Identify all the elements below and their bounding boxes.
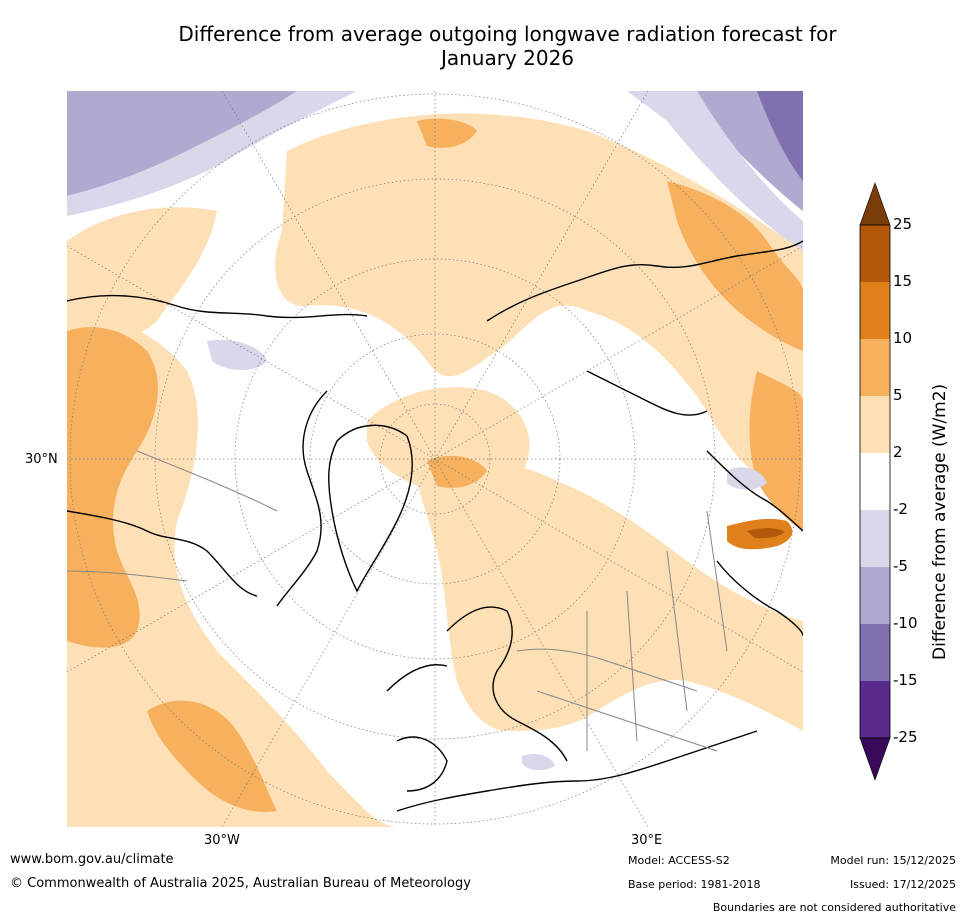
lat-label-30n: 30°N [25,452,58,467]
colorbar-band-neutral [860,453,890,510]
colorbar-canvas [859,182,891,781]
colorbar-label: Difference from average (W/m2) [930,383,950,660]
country-boundaries [67,450,728,752]
coastline-siberia [486,240,803,416]
negative-region-top-right-light [627,91,803,251]
moderate-positive-east-asia [749,371,803,531]
lon-label-30e: 30°E [631,833,663,848]
map-title: Difference from average outgoing longwav… [60,22,955,70]
colorbar-tick-m5: -5 [893,557,908,575]
coastline-europe [386,606,568,792]
colorbar-tick-2: 2 [893,443,903,461]
moderate-positive-scandinavia [427,455,487,488]
website-link[interactable]: www.bom.gov.au/climate [10,852,174,867]
colorbar-tick-5: 5 [893,386,903,404]
colorbar-tick-m2: -2 [893,500,908,518]
negative-region-top-left [67,91,297,196]
positive-region-west [67,318,397,827]
positive-region-eurasia [417,460,803,731]
negative-patch-east-asia [727,467,767,490]
issued-text: Issued: 17/12/2025 [849,878,956,891]
disclaimer-text: Boundaries are not considered authoritat… [712,901,956,914]
coastlines [67,240,803,812]
coastline-east-asia [706,450,803,637]
colorbar-band-m15-m25 [860,681,890,738]
colorbar-tick-25: 25 [893,215,913,233]
copyright-text: © Commonwealth of Australia 2025, Austra… [10,876,471,891]
colorbar-arrow-bottom [859,737,891,781]
colorbar-tick-10: 10 [893,329,913,347]
moderate-positive-siberia [667,181,803,351]
model-run-text: Model run: 15/12/2025 [830,854,956,867]
moderate-positive-greenland [417,118,477,148]
title-line-1: Difference from average outgoing longwav… [178,22,837,46]
colorbar-tick-m25: -25 [893,728,918,746]
colorbar-band-5-10 [860,339,890,396]
lon-label-30w: 30°W [204,833,240,848]
graticule-meridian-120 [67,245,803,673]
negative-region-top-left-light [67,91,357,216]
positive-region-north [275,113,803,511]
very-strong-positive-east-asia [747,528,785,539]
positive-region-arctic [367,387,530,498]
base-period-text: Base period: 1981-2018 [628,878,761,891]
boundary-north-america [67,450,278,582]
colorbar-band-2-5 [860,396,890,453]
title-line-2: January 2026 [440,46,575,70]
colorbar-tick-m15: -15 [893,671,918,689]
colorbar-tick-m10: -10 [893,614,918,632]
coastline-north-america [67,294,368,607]
moderate-positive-atlantic-sw [147,700,277,812]
coastline-mediterranean [396,730,758,812]
negative-patch-mediterranean [522,754,555,771]
negative-patch-north-america [207,339,267,370]
model-text: Model: ACCESS-S2 [628,854,730,867]
colorbar [855,180,965,785]
colorbar-band-15-25 [860,225,890,282]
positive-region-pacific-west [67,207,217,341]
anomaly-map [67,91,803,827]
negative-region-top-right-strong [757,91,803,181]
colorbar-band-m2-m5 [860,510,890,567]
colorbar-outline [859,224,891,739]
colorbar-band-m5-m10 [860,567,890,624]
colorbar-tick-15: 15 [893,272,913,290]
colorbar-band-m10-m15 [860,624,890,681]
moderate-positive-pacific [67,327,158,648]
map-canvas [67,91,803,827]
coastline-greenland [328,424,413,593]
colorbar-arrow-top [859,182,891,226]
colorbar-band-10-15 [860,282,890,339]
boundary-eurasia [516,510,728,752]
